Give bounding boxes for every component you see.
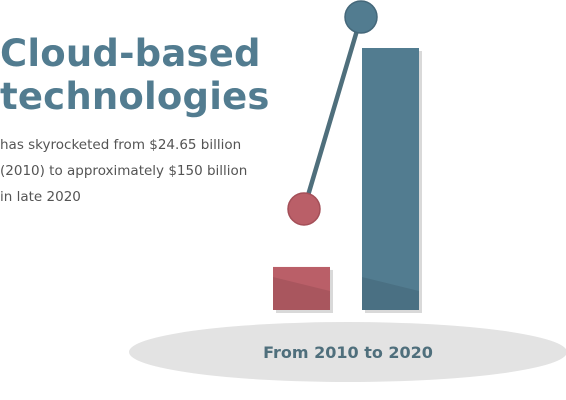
trend-line bbox=[301, 14, 364, 212]
bar-facet-2020 bbox=[362, 277, 419, 310]
trend-markers bbox=[287, 0, 378, 226]
bar-2020 bbox=[362, 48, 419, 310]
floor-ellipse bbox=[129, 322, 566, 382]
bar-2010 bbox=[273, 266, 330, 310]
bars bbox=[273, 48, 419, 310]
trend-marker-2010 bbox=[287, 192, 321, 226]
period-label: From 2010 to 2020 bbox=[263, 343, 433, 362]
headline: Cloud-based technologies bbox=[0, 32, 270, 118]
trend-marker-2020 bbox=[344, 0, 378, 34]
bar-facet-2010 bbox=[273, 277, 330, 310]
headline-line-2: technologies bbox=[0, 75, 270, 118]
headline-line-1: Cloud-based bbox=[0, 32, 261, 75]
description-text: has skyrocketed from $24.65 billion (201… bbox=[0, 137, 248, 205]
